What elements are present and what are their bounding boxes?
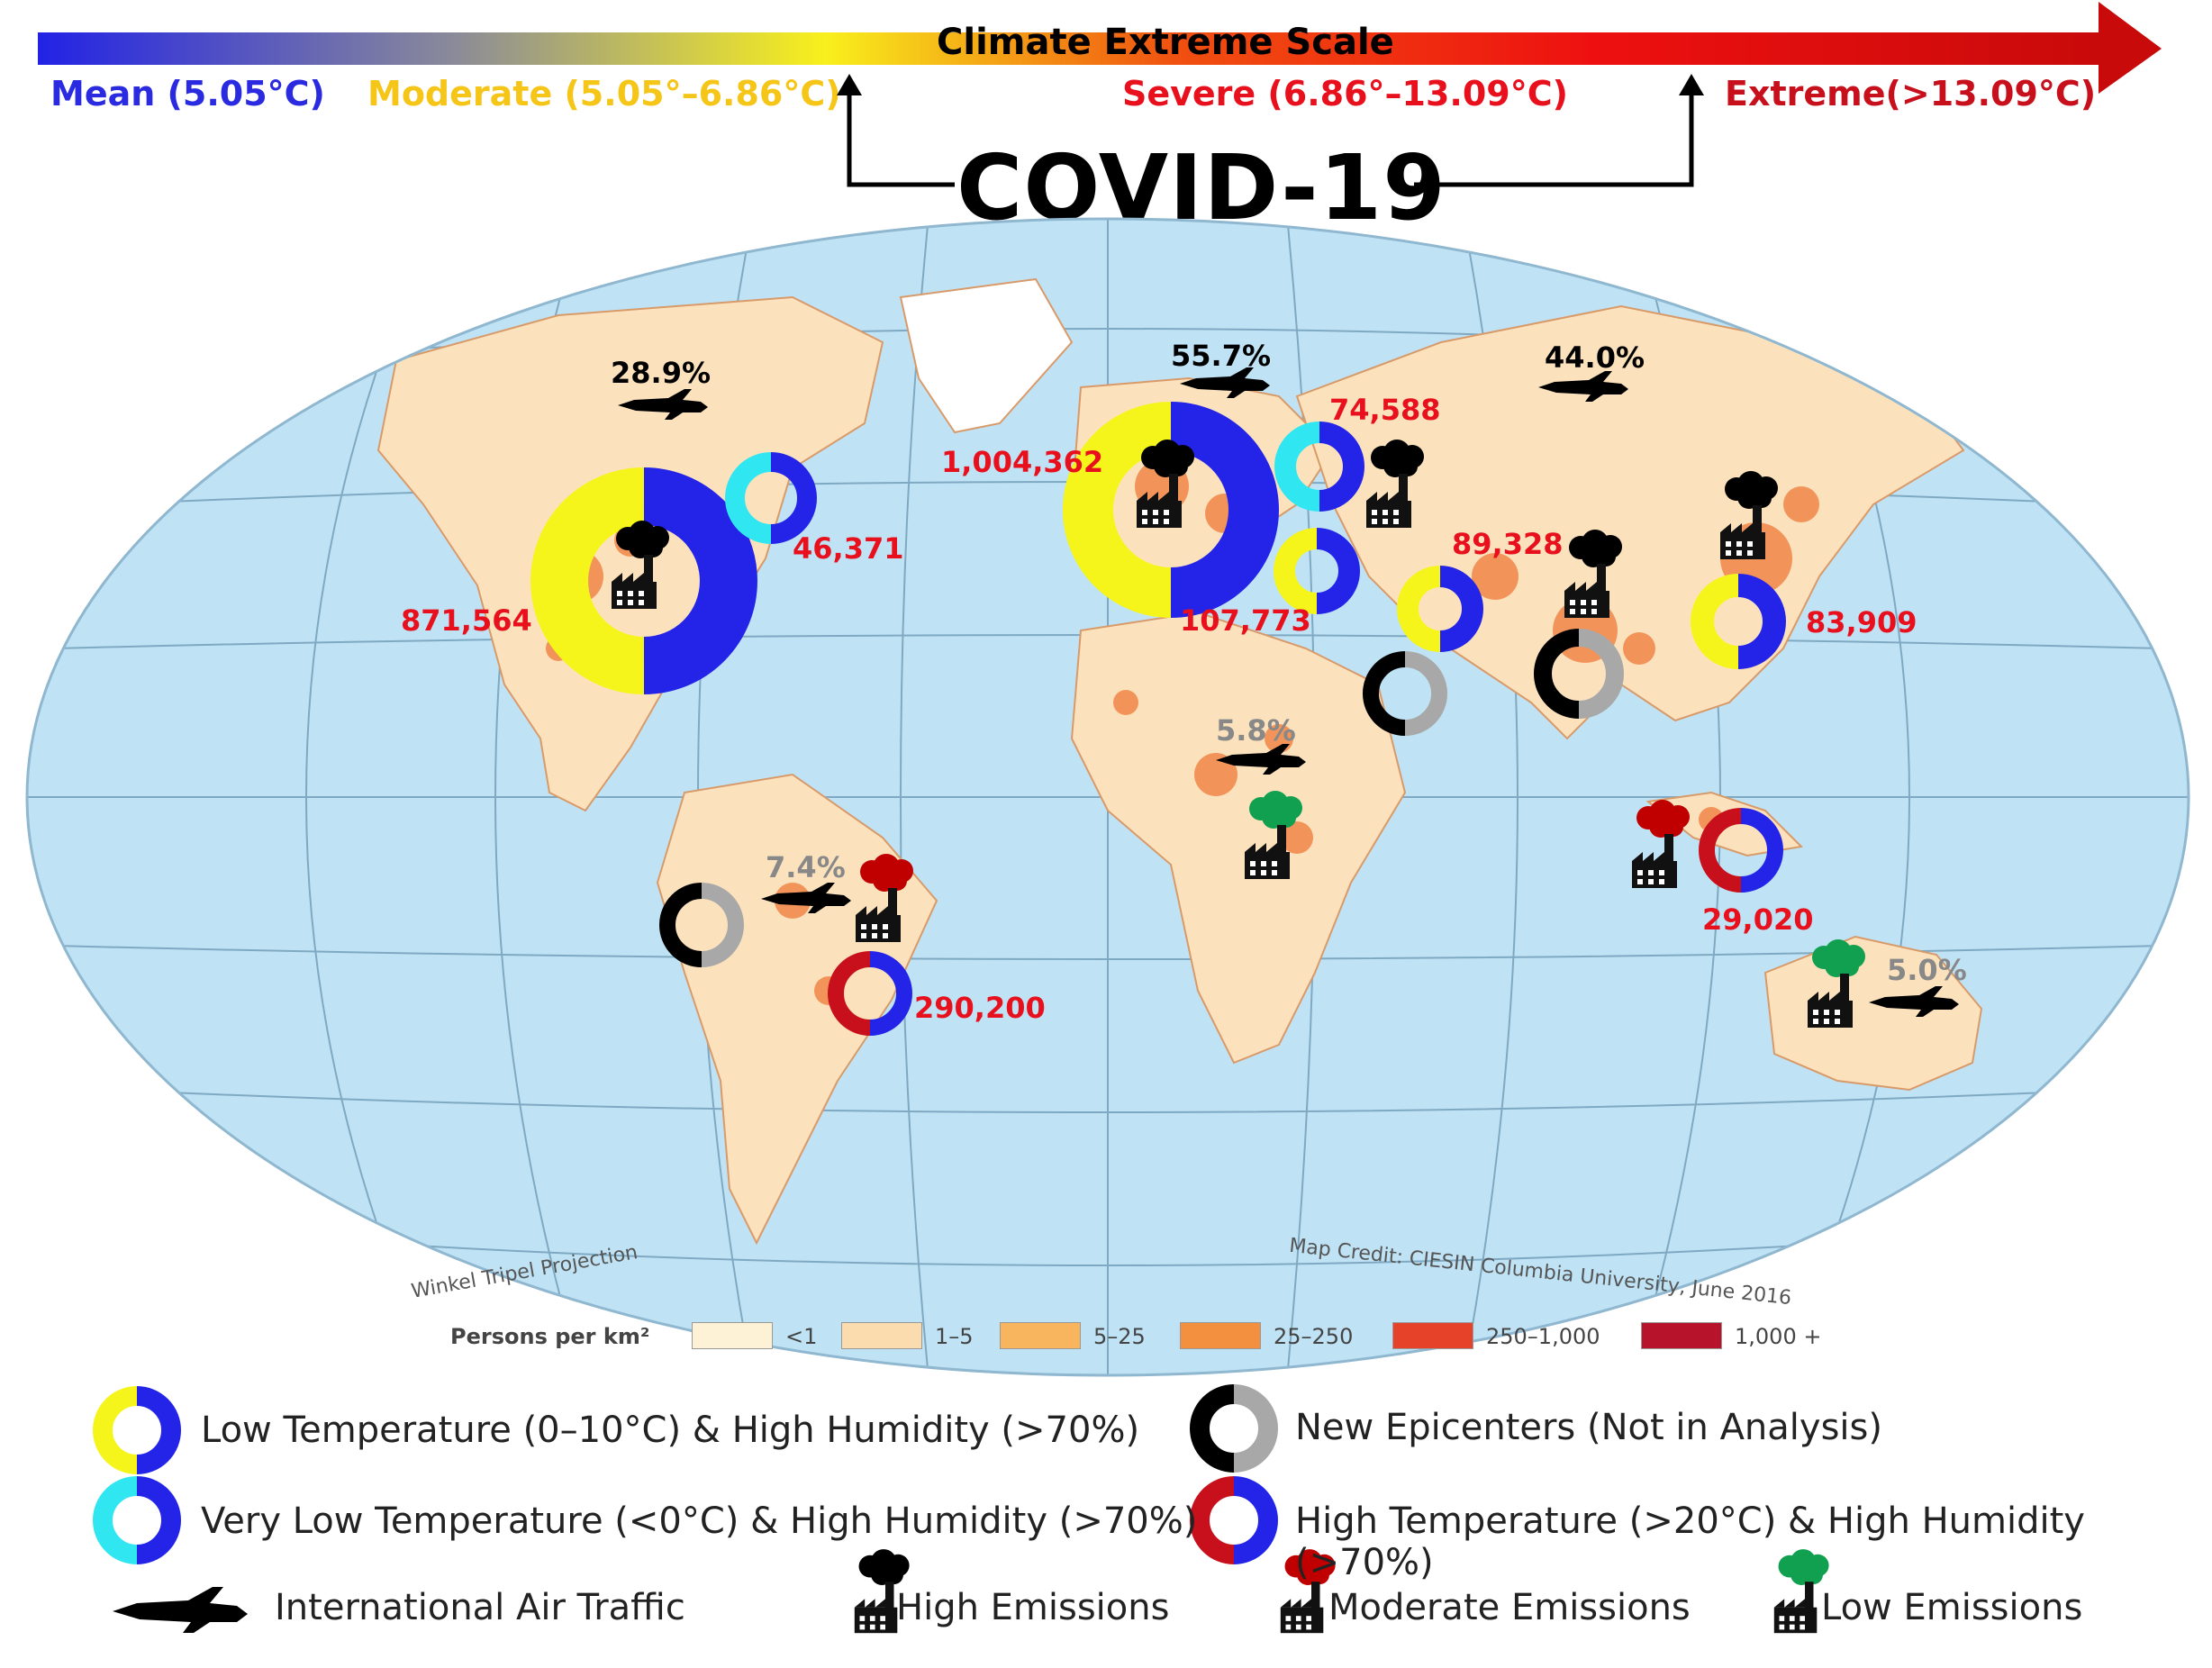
donut-brazil xyxy=(828,951,912,1036)
air-pct-north-america: 28.9% xyxy=(611,356,712,390)
case-count-usa: 871,564 xyxy=(401,603,532,638)
density-legend-title: Persons per km² xyxy=(450,1324,650,1349)
air-pct-europe: 55.7% xyxy=(1171,339,1272,373)
donut-saudi xyxy=(1363,651,1447,736)
extreme-label: Extreme(>13.09°C) xyxy=(1725,74,2097,113)
density-swatch xyxy=(1392,1322,1473,1349)
density-swatch xyxy=(692,1322,773,1349)
density-label: 250–1,000 xyxy=(1486,1324,1600,1349)
case-count-russia: 74,588 xyxy=(1329,393,1441,427)
donut-europe xyxy=(1063,402,1279,618)
donut-canada xyxy=(725,452,817,544)
case-count-canada: 46,371 xyxy=(793,531,904,566)
density-label: 5–25 xyxy=(1093,1324,1146,1349)
density-swatch xyxy=(1180,1322,1261,1349)
case-count-turkey: 107,773 xyxy=(1180,603,1311,638)
density-swatch xyxy=(841,1322,922,1349)
donut-peru xyxy=(659,883,744,967)
legend-high-temp-label: High Temperature (>20°C) & High Humidity… xyxy=(1295,1500,2085,1583)
density-label: 1,000 + xyxy=(1735,1324,1822,1349)
legend-low-emissions-label: Low Emissions xyxy=(1821,1587,2083,1628)
air-pct-asia: 44.0% xyxy=(1545,340,1645,375)
legend-high-emissions-label: High Emissions xyxy=(896,1587,1170,1628)
covid-bracket xyxy=(837,74,1704,187)
density-label: 25–250 xyxy=(1274,1324,1354,1349)
legend-low-temp-ring xyxy=(93,1386,181,1474)
case-count-china: 83,909 xyxy=(1806,605,1917,639)
legend-high-temp-ring xyxy=(1190,1476,1278,1564)
legend-air-traffic-label: International Air Traffic xyxy=(275,1587,685,1628)
air-pct-africa: 5.8% xyxy=(1216,713,1296,748)
legend-very-low-temp-ring xyxy=(93,1476,181,1564)
legend-plane-icon xyxy=(113,1587,248,1633)
mean-label: Mean (5.05°C) xyxy=(50,74,325,113)
air-pct-south-america: 7.4% xyxy=(766,850,846,884)
donut-usa xyxy=(530,467,757,694)
donut-russia xyxy=(1274,422,1364,512)
severe-label: Severe (6.86°–13.09°C) xyxy=(1122,74,1569,113)
density-swatch xyxy=(1000,1322,1081,1349)
donut-india xyxy=(1534,629,1624,719)
case-count-brazil: 290,200 xyxy=(914,991,1046,1025)
climate-scale-arrow xyxy=(38,2,2162,94)
scale-title: Climate Extreme Scale xyxy=(937,22,1394,63)
australia xyxy=(1763,935,1983,1092)
donut-turkey xyxy=(1274,528,1360,614)
density-label: <1 xyxy=(785,1324,818,1349)
africa xyxy=(1070,611,1407,1065)
density-label: 1–5 xyxy=(935,1324,974,1349)
legend-moderate-emissions-label: Moderate Emissions xyxy=(1328,1587,1691,1628)
moderate-label: Moderate (5.05°–6.86°C) xyxy=(367,74,841,113)
density-swatch xyxy=(1641,1322,1722,1349)
legend-epicenter-ring xyxy=(1190,1384,1278,1473)
legend-epicenter-label: New Epicenters (Not in Analysis) xyxy=(1295,1407,1882,1448)
case-count-indonesia: 29,020 xyxy=(1702,902,1814,937)
greenland xyxy=(899,277,1074,434)
donut-indonesia xyxy=(1699,808,1783,893)
donut-iran xyxy=(1397,566,1483,652)
case-count-europe: 1,004,362 xyxy=(941,445,1104,479)
legend-very-low-temp-label: Very Low Temperature (<0°C) & High Humid… xyxy=(201,1500,1198,1542)
case-count-iran: 89,328 xyxy=(1452,527,1564,561)
air-pct-australia: 5.0% xyxy=(1887,953,1967,987)
donut-china xyxy=(1691,574,1786,669)
legend-low-temp-label: Low Temperature (0–10°C) & High Humidity… xyxy=(201,1410,1140,1451)
